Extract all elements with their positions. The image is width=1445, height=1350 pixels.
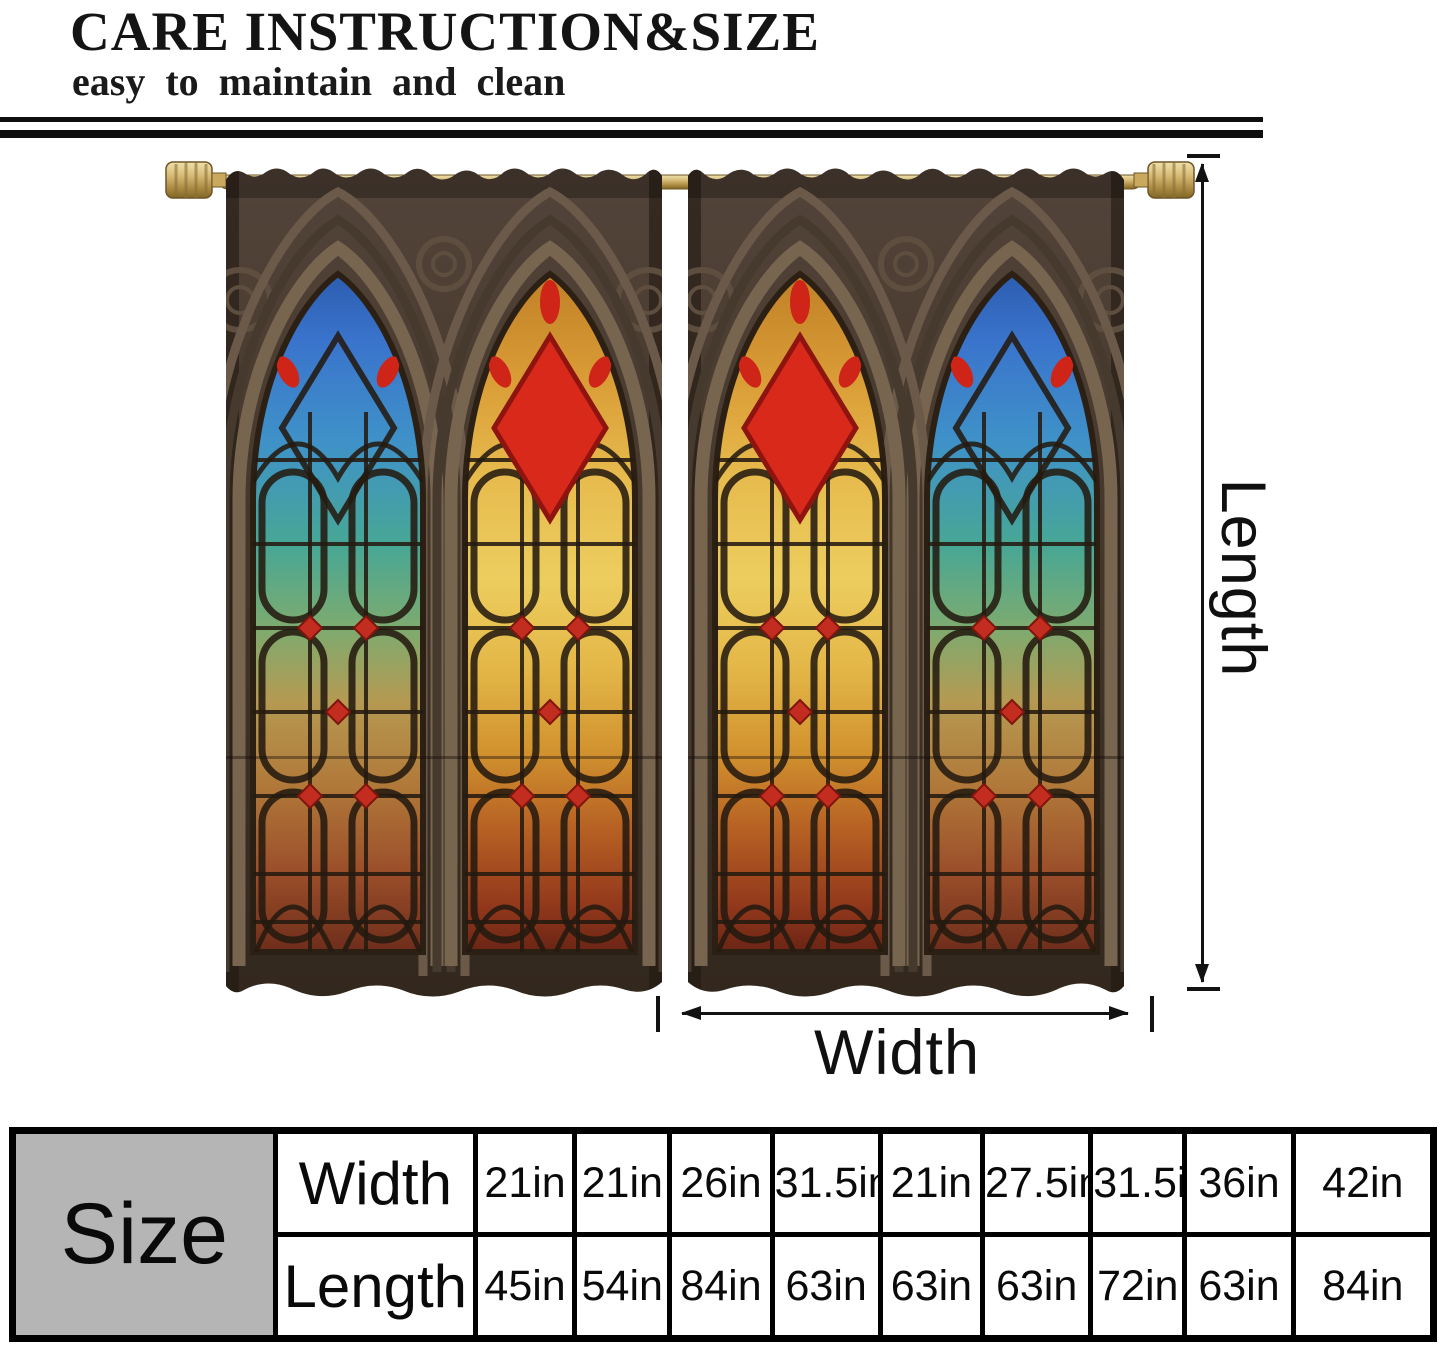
length-value-cell: 45in <box>472 1232 578 1341</box>
width-tick-left <box>656 996 660 1032</box>
page-title: CARE INSTRUCTION&SIZE <box>70 1 820 62</box>
length-row-label: Length <box>272 1232 478 1341</box>
width-value-cell: 31.5in <box>769 1128 883 1237</box>
size-table-corner: Size <box>10 1128 278 1341</box>
width-value-cell: 42in <box>1290 1128 1437 1237</box>
size-table-width-row: Size Width 21in 21in 26in 31.5in 21in 27… <box>10 1128 1437 1341</box>
curtain-photo <box>160 150 1200 1020</box>
width-arrow <box>682 1012 1128 1015</box>
length-label: Length <box>1208 478 1278 678</box>
length-value-cell: 84in <box>667 1232 775 1341</box>
width-arrowhead-right <box>1109 1006 1129 1020</box>
width-arrowhead-left <box>681 1006 701 1020</box>
length-arrow <box>1201 164 1204 982</box>
length-value-cell: 63in <box>1182 1232 1296 1341</box>
width-value-cell: 31.5in <box>1088 1128 1188 1237</box>
length-tick-bottom <box>1187 987 1220 991</box>
width-value-cell: 21in <box>472 1128 578 1237</box>
divider-line <box>0 117 1263 138</box>
width-label: Width <box>813 1018 981 1088</box>
length-value-cell: 54in <box>572 1232 673 1341</box>
width-value-cell: 21in <box>877 1128 985 1237</box>
length-value-cell: 63in <box>979 1232 1094 1341</box>
width-tick-right <box>1150 996 1154 1032</box>
curtain-panel-right <box>672 168 1140 1010</box>
width-value-cell: 21in <box>572 1128 673 1237</box>
width-value-cell: 36in <box>1182 1128 1296 1237</box>
length-arrowhead-bottom <box>1195 964 1209 983</box>
length-tick-top <box>1187 154 1220 158</box>
curtain-graphic <box>164 160 1196 1020</box>
page-subtitle: easy to maintain and clean <box>72 59 566 104</box>
rod-finial-left <box>164 160 228 200</box>
rod-finial-right <box>1132 160 1196 200</box>
size-table-length-row: Length 45in 54in 84in 63in 63in 63in 72i… <box>13 1232 1437 1341</box>
length-value-cell: 63in <box>769 1232 883 1341</box>
size-table: Size Width 21in 21in 26in 31.5in 21in 27… <box>9 1127 1437 1342</box>
length-value-cell: 72in <box>1088 1232 1188 1341</box>
width-value-cell: 27.5in <box>979 1128 1094 1237</box>
length-value-cell: 63in <box>877 1232 985 1341</box>
curtain-panel-left <box>210 168 678 1010</box>
length-arrowhead-top <box>1195 163 1209 182</box>
width-row-label: Width <box>272 1128 478 1237</box>
length-value-cell: 84in <box>1290 1232 1437 1341</box>
width-value-cell: 26in <box>667 1128 775 1237</box>
